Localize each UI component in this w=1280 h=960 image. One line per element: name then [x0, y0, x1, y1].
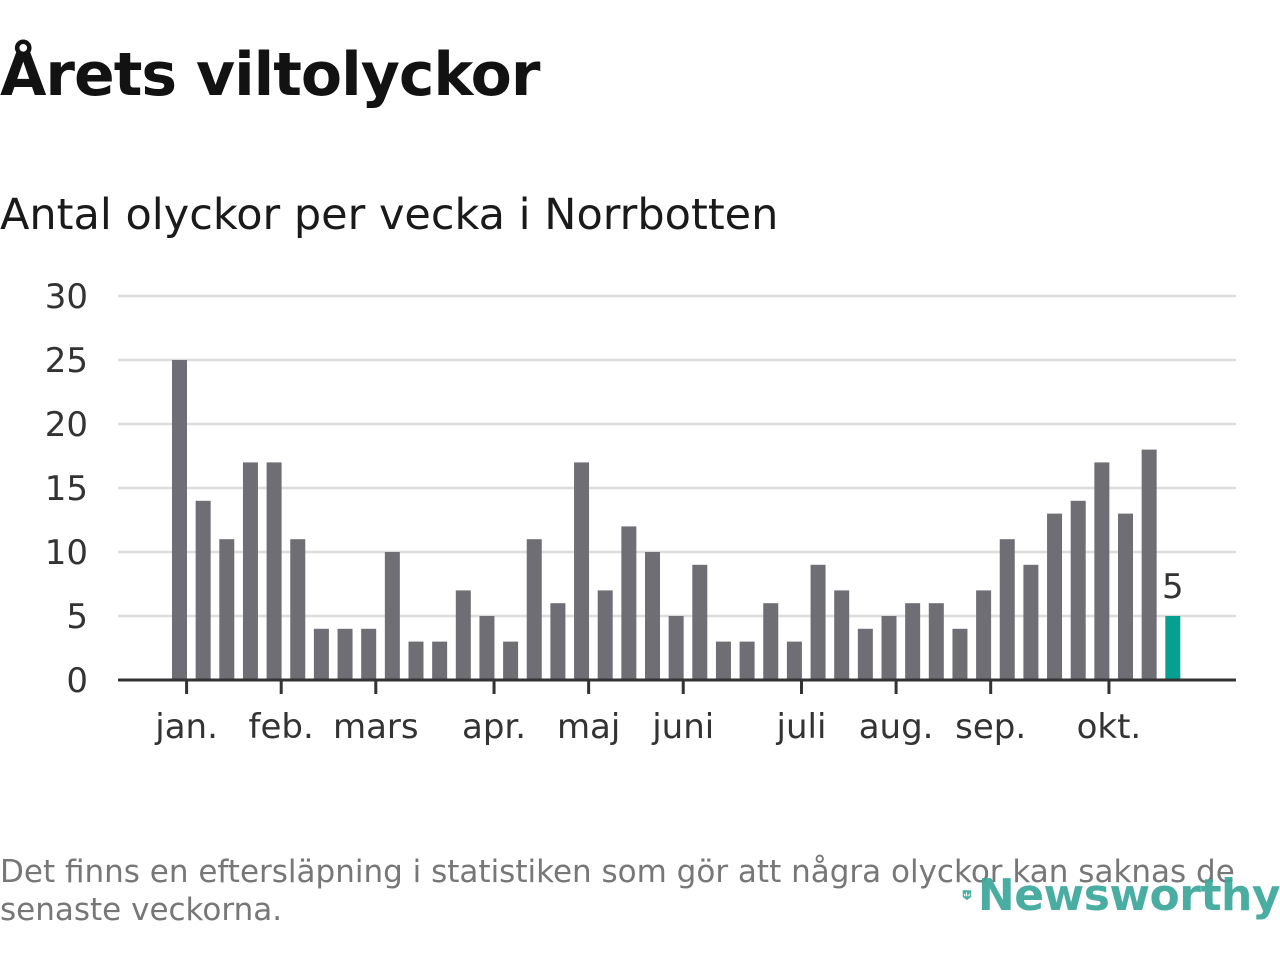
- y-axis-ticks: 0 5 10 15 20 25 30: [45, 277, 88, 701]
- x-tick-label: jan.: [154, 707, 218, 747]
- bar: [834, 590, 850, 680]
- bar: [621, 526, 637, 680]
- bar: [408, 641, 424, 680]
- x-tick-label: maj: [557, 707, 620, 747]
- x-tick-label: feb.: [249, 707, 314, 747]
- bar: [337, 628, 353, 680]
- bar: [668, 616, 684, 680]
- bar: [432, 641, 448, 680]
- bar: [550, 603, 566, 680]
- y-tick-label: 25: [45, 341, 88, 381]
- newsworthy-logo-icon: [962, 890, 972, 901]
- bar: [574, 462, 590, 680]
- bar: [739, 641, 755, 680]
- x-tick-label: aug.: [859, 707, 934, 747]
- logo-text: Newsworthy: [977, 869, 1280, 921]
- bar: [1070, 500, 1086, 680]
- x-axis-ticks: jan. feb. mars apr. maj juni juli aug. sep. okt.: [154, 680, 1141, 747]
- gridlines: [118, 294, 1236, 618]
- bar: [290, 539, 306, 680]
- y-tick-label: 30: [45, 277, 88, 317]
- x-tick-label: apr.: [462, 707, 526, 747]
- bar: [786, 641, 802, 680]
- bar: [928, 603, 944, 680]
- bar: [645, 552, 660, 680]
- bar: [692, 564, 708, 680]
- bar: [313, 628, 329, 680]
- bar: [999, 539, 1015, 680]
- footnote: Det finns en eftersläpning i statistiken…: [0, 854, 1235, 928]
- y-tick-label: 10: [45, 533, 88, 573]
- y-tick-label: 0: [66, 661, 88, 701]
- bar: [526, 539, 542, 680]
- bar: [361, 628, 377, 680]
- bar: [952, 628, 968, 680]
- bar: [1141, 449, 1157, 680]
- newsworthy-logo: Newsworthy: [962, 860, 1280, 930]
- bar: [1047, 513, 1063, 680]
- bar: [763, 603, 779, 680]
- bar: [242, 462, 258, 680]
- bar: [905, 603, 921, 680]
- x-tick-label: okt.: [1077, 707, 1142, 747]
- bar: [810, 564, 826, 680]
- bar: [857, 628, 873, 680]
- bar: [976, 590, 992, 680]
- bar: [479, 616, 495, 680]
- bars: 5: [172, 360, 1184, 680]
- bar: [597, 590, 613, 680]
- bar: [1023, 564, 1039, 680]
- chart-title: Årets viltolyckor: [0, 40, 540, 110]
- bar-current-week: [1165, 616, 1181, 680]
- bar: [195, 500, 211, 680]
- bar: [1118, 513, 1133, 680]
- bar: [172, 360, 187, 680]
- x-tick-label: juli: [776, 707, 827, 747]
- x-tick-label: mars: [333, 707, 419, 747]
- bar: [715, 641, 731, 680]
- bar: [384, 552, 400, 680]
- bar: [881, 616, 897, 680]
- bar: [1094, 462, 1110, 680]
- x-tick-label: sep.: [955, 707, 1026, 747]
- bar: [455, 590, 471, 680]
- bar: [219, 539, 235, 680]
- bar: [503, 641, 519, 680]
- chart-subtitle: Antal olyckor per vecka i Norrbotten: [0, 190, 779, 240]
- x-tick-label: juni: [651, 707, 714, 747]
- bar-chart: 0 5 10 15 20 25 30 5 jan. feb. mars apr. maj juni ju…: [45, 277, 1236, 747]
- y-tick-label: 15: [45, 469, 88, 509]
- y-tick-label: 5: [66, 597, 88, 637]
- y-tick-label: 20: [45, 405, 88, 445]
- highlight-value-label: 5: [1162, 567, 1184, 607]
- bar: [266, 462, 282, 680]
